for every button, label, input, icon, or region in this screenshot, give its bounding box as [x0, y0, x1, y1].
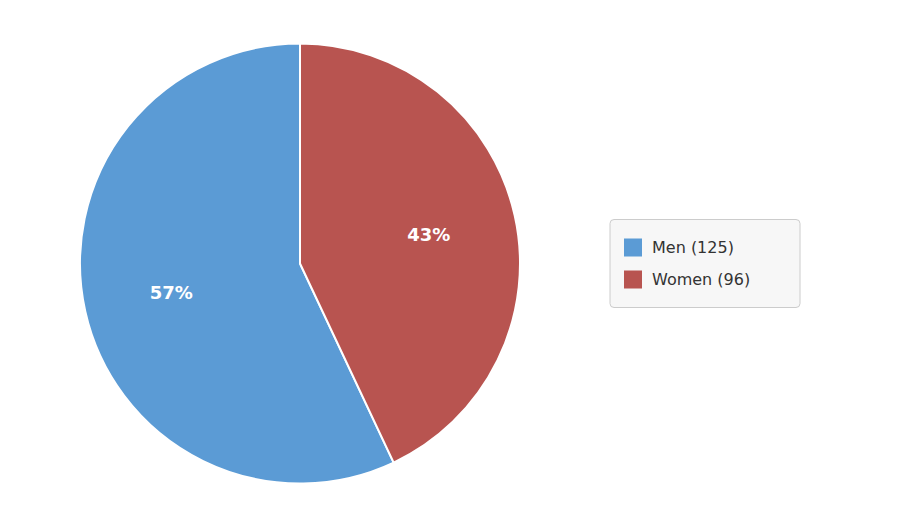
chart-container: 57% 43% Men (125) Women (96)	[0, 0, 902, 527]
data-labels: 57% 43%	[150, 224, 451, 303]
legend-swatch	[624, 271, 642, 289]
data-label: 43%	[407, 224, 450, 245]
legend-box	[610, 220, 800, 308]
legend: Men (125) Women (96)	[610, 220, 800, 308]
legend-swatch	[624, 239, 642, 257]
legend-label: Women (96)	[652, 270, 750, 289]
data-label: 57%	[150, 282, 193, 303]
legend-label: Men (125)	[652, 238, 734, 257]
slices	[80, 44, 520, 484]
pie-slice	[300, 44, 520, 463]
chart: 57% 43% Men (125) Women (96)	[0, 0, 902, 527]
